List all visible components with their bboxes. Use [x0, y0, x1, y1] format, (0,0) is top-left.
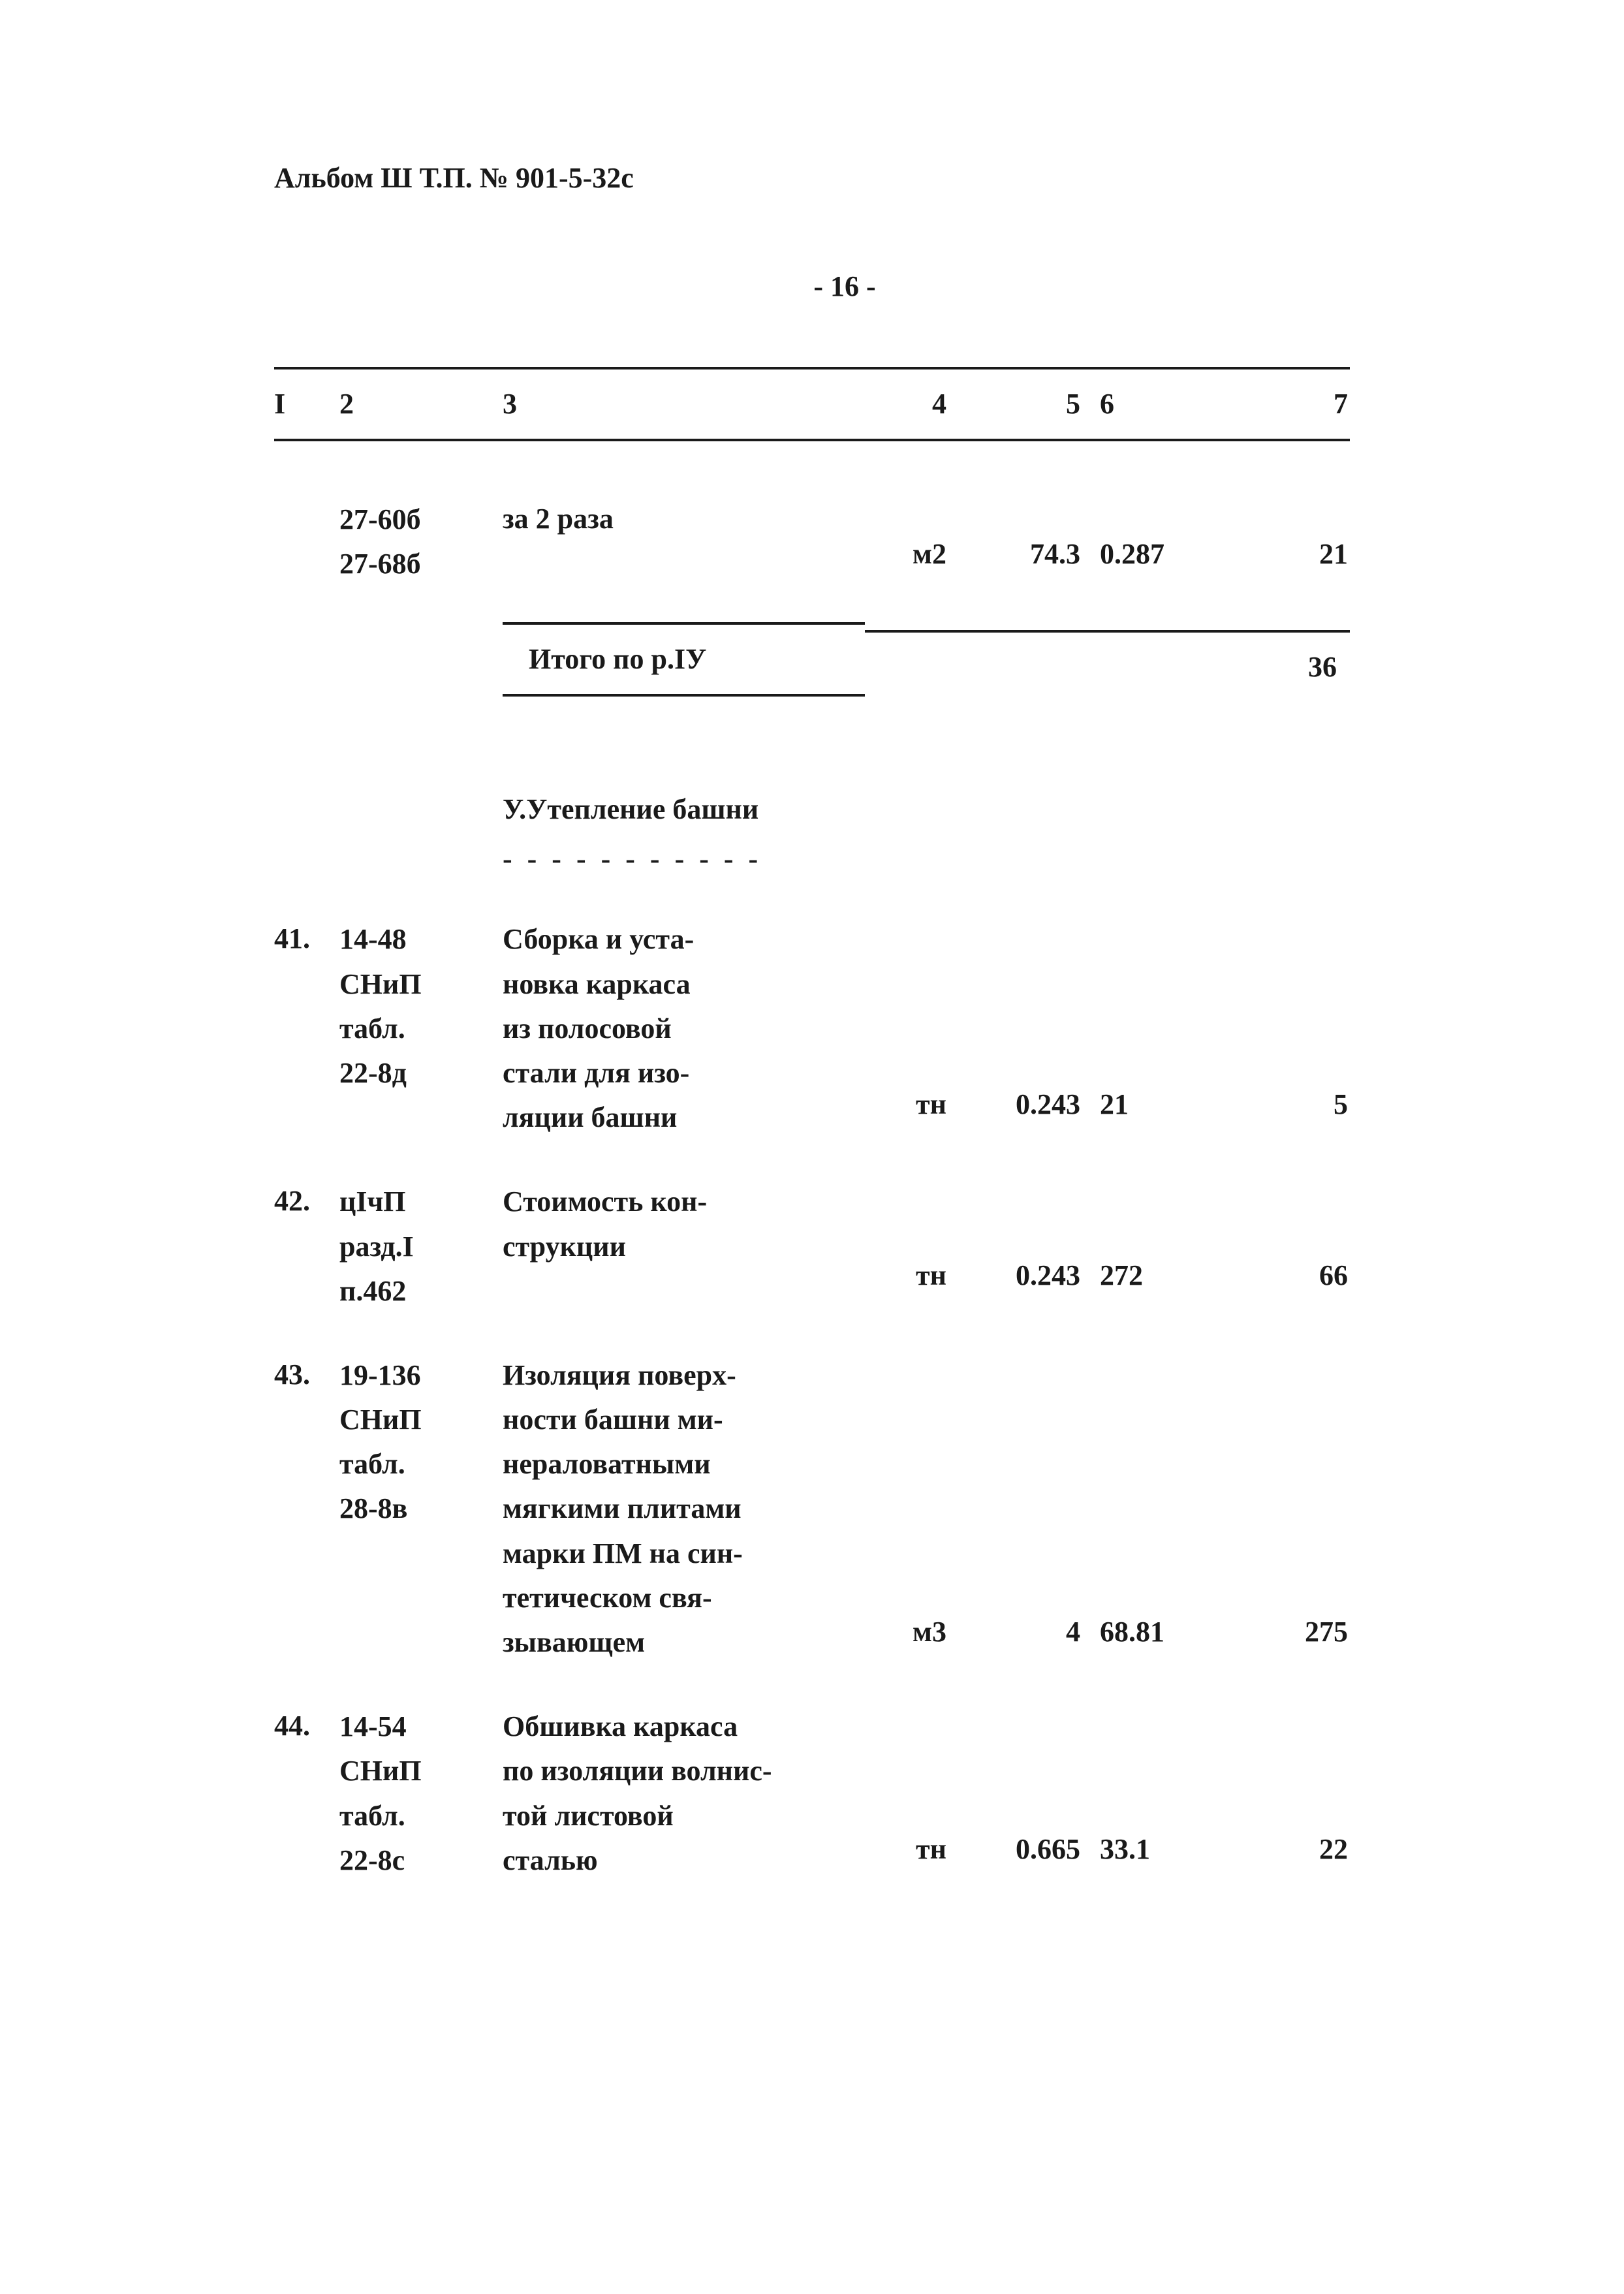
- cost-table: I 2 3 4 5 6 7 27-60б 27-68б за 2 раза м2…: [274, 367, 1350, 1883]
- table-row: 44. 14-54СНиПтабл.22-8с Обшивка каркасап…: [274, 1701, 1350, 1883]
- ref-line: 27-68б: [339, 542, 503, 586]
- cell: 21: [1234, 494, 1348, 576]
- cell: 33.1: [1100, 1701, 1234, 1871]
- subtotal-row: Итого по р.IУ 36: [503, 622, 1350, 697]
- col-header: 5: [966, 383, 1100, 426]
- cell: тн: [865, 1176, 966, 1297]
- cell: 0.665: [966, 1701, 1100, 1871]
- cell: 19-136СНиПтабл.28-8в: [339, 1349, 503, 1532]
- cell: 272: [1100, 1176, 1234, 1297]
- section-title: У.Утепление башни: [503, 788, 1350, 831]
- cell: 21: [1100, 913, 1234, 1126]
- table-row: 43. 19-136СНиПтабл.28-8в Изоляция поверх…: [274, 1349, 1350, 1665]
- cell: 27-60б 27-68б: [339, 494, 503, 586]
- cell: м3: [865, 1349, 966, 1654]
- page-number: - 16 -: [339, 265, 1350, 308]
- cell: 41.: [274, 913, 339, 960]
- cell: 275: [1234, 1349, 1348, 1654]
- cell: Обшивка каркасапо изоляции волнис-той ли…: [503, 1701, 865, 1883]
- ref-line: 27-60б: [339, 497, 503, 542]
- cell: [274, 494, 339, 497]
- col-header: I: [274, 383, 339, 426]
- cell: 4: [966, 1349, 1100, 1654]
- col-header: 7: [1234, 383, 1348, 426]
- cell: 5: [1234, 913, 1348, 1126]
- table-row: 41. 14-48СНиПтабл.22-8д Сборка и уста-но…: [274, 913, 1350, 1140]
- cell: 14-48СНиПтабл.22-8д: [339, 913, 503, 1095]
- col-header: 4: [865, 383, 966, 426]
- cell: 66: [1234, 1176, 1348, 1297]
- subtotal-value: 36: [865, 630, 1350, 689]
- col-header: 6: [1100, 383, 1234, 426]
- section-underline: - - - - - - - - - - -: [503, 838, 1350, 881]
- cell: 42.: [274, 1176, 339, 1223]
- cell: 0.243: [966, 1176, 1100, 1297]
- cell: тн: [865, 1701, 966, 1871]
- column-headers: I 2 3 4 5 6 7: [274, 367, 1350, 441]
- cell: 0.243: [966, 913, 1100, 1126]
- cell: тн: [865, 913, 966, 1126]
- cell: 74.3: [966, 494, 1100, 576]
- cell: 22: [1234, 1701, 1348, 1871]
- cell: 0.287: [1100, 494, 1234, 576]
- subtotal-label: Итого по р.IУ: [503, 622, 865, 697]
- cell: 44.: [274, 1701, 339, 1748]
- col-header: 2: [339, 383, 503, 426]
- cell: 43.: [274, 1349, 339, 1396]
- cell: 14-54СНиПтабл.22-8с: [339, 1701, 503, 1883]
- album-header: Альбом Ш Т.П. № 901-5-32с: [274, 157, 1350, 200]
- cell: Стоимость кон-струкции: [503, 1176, 865, 1268]
- cell: за 2 раза: [503, 494, 865, 541]
- cell: цIчПразд.Iп.462: [339, 1176, 503, 1313]
- table-row: 42. цIчПразд.Iп.462 Стоимость кон-струкц…: [274, 1176, 1350, 1313]
- cell: Сборка и уста-новка каркасаиз полосовойс…: [503, 913, 865, 1140]
- cell: м2: [865, 494, 966, 576]
- cell: Изоляция поверх-ности башни ми-нераловат…: [503, 1349, 865, 1665]
- col-header: 3: [503, 383, 865, 426]
- table-row: 27-60б 27-68б за 2 раза м2 74.3 0.287 21: [274, 494, 1350, 586]
- cell: 68.81: [1100, 1349, 1234, 1654]
